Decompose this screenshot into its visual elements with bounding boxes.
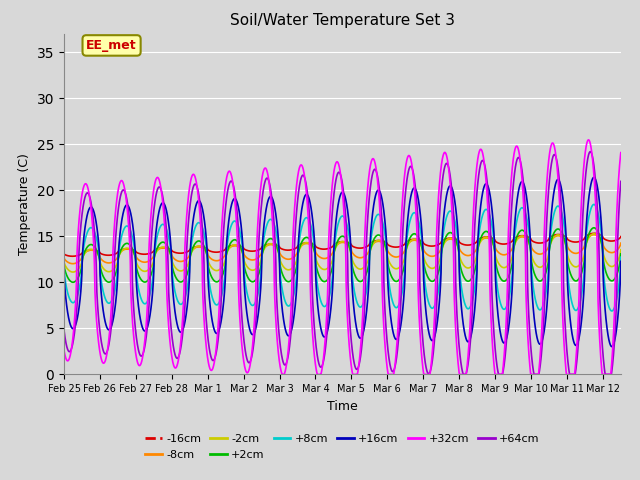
-16cm	[476, 236, 483, 241]
-8cm	[617, 240, 625, 246]
+64cm	[422, 365, 430, 371]
Line: -2cm: -2cm	[64, 234, 621, 272]
+16cm	[394, 335, 402, 340]
Line: +2cm: +2cm	[64, 228, 621, 282]
+16cm	[476, 215, 483, 220]
Y-axis label: Temperature (C): Temperature (C)	[18, 153, 31, 255]
+2cm	[273, 244, 281, 250]
+64cm	[394, 343, 402, 348]
+16cm	[60, 265, 68, 271]
+64cm	[617, 179, 625, 184]
+8cm	[617, 254, 625, 260]
+2cm	[394, 278, 402, 284]
+8cm	[590, 202, 598, 207]
-8cm	[394, 254, 402, 260]
+32cm	[476, 148, 483, 154]
+8cm	[422, 288, 430, 294]
-2cm	[518, 233, 525, 239]
+16cm	[518, 179, 525, 184]
-16cm	[60, 251, 68, 257]
+32cm	[278, 372, 286, 377]
Line: -8cm: -8cm	[64, 235, 621, 264]
+2cm	[422, 270, 430, 276]
+2cm	[69, 279, 77, 285]
-8cm	[590, 232, 598, 238]
+64cm	[476, 167, 483, 172]
-8cm	[60, 254, 68, 260]
+8cm	[273, 232, 280, 238]
-16cm	[394, 244, 402, 250]
-2cm	[69, 269, 77, 275]
+64cm	[60, 327, 68, 333]
+2cm	[476, 239, 483, 245]
Line: +8cm: +8cm	[64, 204, 621, 311]
-16cm	[422, 242, 430, 248]
+64cm	[161, 212, 169, 218]
Line: +64cm: +64cm	[64, 152, 621, 374]
+32cm	[394, 324, 402, 329]
+8cm	[60, 263, 68, 269]
-2cm	[161, 245, 169, 251]
-16cm	[518, 233, 525, 239]
+32cm	[518, 175, 525, 180]
+8cm	[161, 223, 169, 229]
+2cm	[161, 240, 169, 246]
Title: Soil/Water Temperature Set 3: Soil/Water Temperature Set 3	[230, 13, 455, 28]
+8cm	[476, 228, 483, 234]
-2cm	[617, 247, 625, 252]
-2cm	[590, 231, 598, 237]
-2cm	[60, 258, 68, 264]
+32cm	[60, 347, 68, 353]
Line: +16cm: +16cm	[64, 177, 621, 347]
-2cm	[476, 240, 483, 246]
+8cm	[518, 205, 525, 211]
-16cm	[273, 242, 281, 248]
+16cm	[617, 258, 625, 264]
+8cm	[608, 308, 616, 314]
+64cm	[460, 372, 467, 377]
Legend: -16cm, -8cm, -2cm, +2cm, +8cm, +16cm, +32cm, +64cm: -16cm, -8cm, -2cm, +2cm, +8cm, +16cm, +3…	[141, 430, 544, 464]
+16cm	[590, 174, 598, 180]
+32cm	[585, 137, 593, 143]
+16cm	[422, 311, 430, 316]
-8cm	[273, 244, 281, 250]
+2cm	[617, 251, 625, 257]
-16cm	[161, 245, 169, 251]
+32cm	[161, 231, 169, 237]
+16cm	[608, 344, 616, 349]
-2cm	[273, 246, 281, 252]
+64cm	[518, 167, 525, 172]
-8cm	[518, 234, 525, 240]
+8cm	[394, 304, 402, 310]
+32cm	[273, 331, 280, 337]
X-axis label: Time: Time	[327, 400, 358, 413]
+2cm	[60, 261, 68, 267]
-16cm	[68, 253, 76, 259]
-8cm	[161, 245, 169, 251]
+16cm	[161, 203, 169, 209]
+2cm	[590, 225, 598, 231]
-2cm	[394, 265, 402, 271]
+16cm	[273, 218, 280, 224]
-8cm	[69, 261, 77, 266]
+64cm	[586, 149, 594, 155]
+2cm	[518, 228, 525, 233]
-16cm	[617, 234, 625, 240]
-8cm	[422, 251, 430, 256]
+32cm	[617, 150, 625, 156]
+32cm	[422, 372, 430, 377]
+64cm	[273, 297, 280, 302]
-16cm	[591, 230, 598, 236]
Text: EE_met: EE_met	[86, 39, 137, 52]
-2cm	[422, 261, 430, 266]
Line: +32cm: +32cm	[64, 140, 621, 374]
-8cm	[476, 239, 483, 245]
Line: -16cm: -16cm	[64, 233, 621, 256]
